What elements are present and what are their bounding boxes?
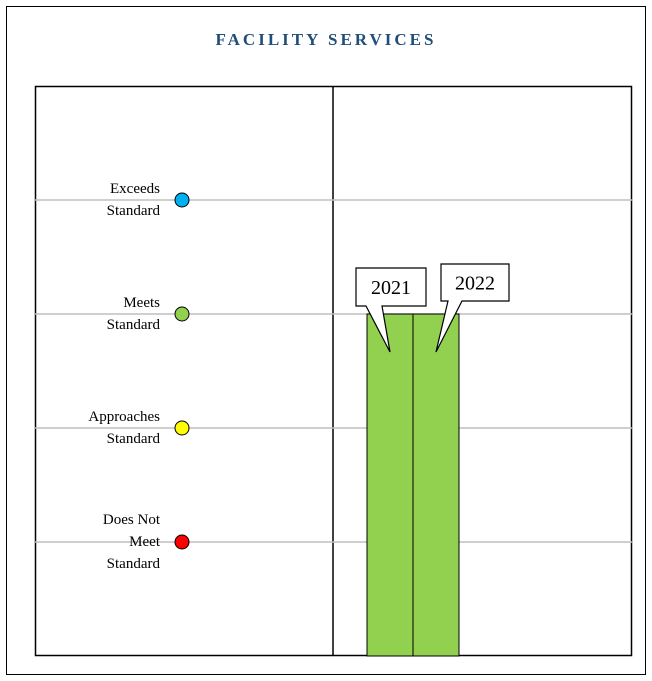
level-dot bbox=[174, 192, 190, 208]
callout-box bbox=[435, 263, 510, 353]
callout-box bbox=[355, 267, 427, 353]
level-dot bbox=[174, 534, 190, 550]
level-dot bbox=[174, 420, 190, 436]
y-tick-label: Approaches Standard bbox=[88, 409, 160, 447]
y-tick-label: Does Not Meet Standard bbox=[102, 512, 160, 572]
outer-border bbox=[6, 6, 646, 675]
callouts: 2021 2022 bbox=[355, 263, 510, 353]
bars bbox=[366, 313, 460, 657]
bar bbox=[412, 313, 460, 657]
markers bbox=[174, 192, 190, 550]
level-dot bbox=[174, 306, 190, 322]
bar bbox=[366, 313, 414, 657]
grid bbox=[35, 199, 632, 543]
callout-label: 2021 bbox=[371, 277, 411, 299]
y-tick-label: Exceeds Standard bbox=[106, 181, 160, 219]
chart-title: FACILITY SERVICES bbox=[215, 30, 437, 49]
callout-label: 2022 bbox=[455, 273, 495, 295]
y-tick-label: Meets Standard bbox=[106, 295, 160, 333]
